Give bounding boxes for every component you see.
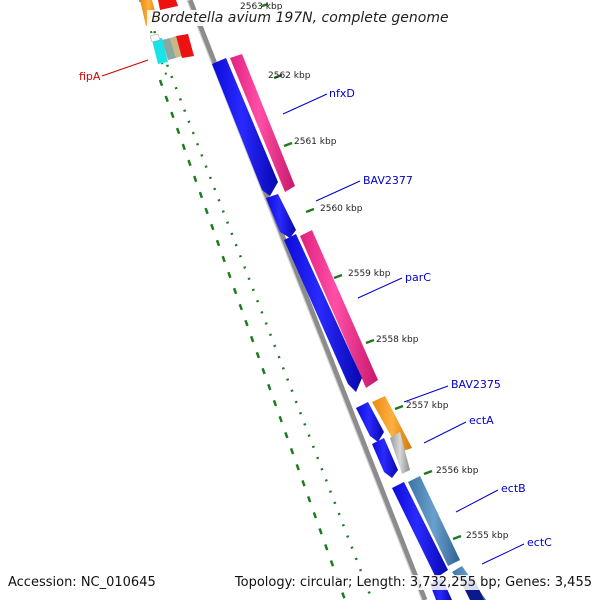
leader-lines xyxy=(101,59,525,565)
cds-nfxD xyxy=(212,58,278,196)
cds-BAV2377 xyxy=(266,194,296,238)
gene-labels: fipA nfxD BAV2377 parC BAV2375 ectA ectB… xyxy=(79,70,552,549)
feature-steel-small xyxy=(162,38,176,60)
genome-summary: Topology: circular; Length: 3,732,255 bp… xyxy=(234,575,592,590)
tick-label: 2558 kbp xyxy=(376,335,419,345)
gc-skew-track-outer xyxy=(148,19,374,600)
cog-feature-grey xyxy=(390,432,410,474)
map-title-text: Bordetella avium 197N, complete genome xyxy=(147,10,453,26)
genome-backbone-highlight xyxy=(186,0,423,600)
cds-parC xyxy=(284,234,362,392)
tick-label: 2559 kbp xyxy=(348,269,391,279)
cds-ectA xyxy=(372,438,398,478)
cds-small-1 xyxy=(356,402,384,442)
gene-label-BAV2377: BAV2377 xyxy=(363,174,413,187)
tick-label: 2563 kbp xyxy=(240,2,283,12)
tick-label: 2555 kbp xyxy=(466,531,509,541)
tick-labels: 2563 kbp 2562 kbp 2561 kbp 2560 kbp 2559… xyxy=(240,2,509,541)
feature-red-top xyxy=(158,0,178,10)
map-title: Bordetella avium 197N, complete genome xyxy=(0,10,600,26)
feature-white-small xyxy=(149,33,161,43)
feature-cyan xyxy=(152,38,168,64)
gene-label-ectC: ectC xyxy=(527,536,552,549)
accession-label: Accession: NC_010645 xyxy=(8,575,156,590)
tick-label: 2560 kbp xyxy=(320,204,363,214)
tick-label: 2556 kbp xyxy=(436,466,479,476)
tick-marks xyxy=(261,2,462,541)
gene-label-parC: parC xyxy=(405,271,431,284)
tick-label: 2557 kbp xyxy=(406,401,449,411)
cog-feature-BAV2375 xyxy=(372,396,412,452)
cds-ectB xyxy=(392,482,448,578)
gc-content-track-inner xyxy=(158,79,347,600)
gene-label-BAV2375: BAV2375 xyxy=(451,378,501,391)
tick-label: 2562 kbp xyxy=(268,71,311,81)
gene-label-ectA: ectA xyxy=(469,414,494,427)
tick-label: 2561 kbp xyxy=(294,137,337,147)
cog-feature-ectB xyxy=(408,476,460,566)
gene-label-fipA: fipA xyxy=(79,70,101,83)
feature-red-fipA xyxy=(176,34,194,58)
gene-label-nfxD: nfxD xyxy=(329,87,355,100)
cog-feature-parC xyxy=(300,230,378,388)
gene-label-ectB: ectB xyxy=(501,482,526,495)
cog-feature-nfxD xyxy=(230,54,295,192)
feature-khaki-small xyxy=(170,36,182,58)
